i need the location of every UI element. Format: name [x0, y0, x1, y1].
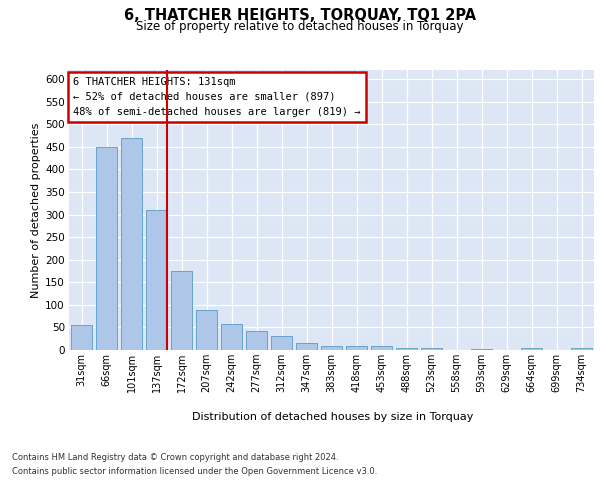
Text: Size of property relative to detached houses in Torquay: Size of property relative to detached ho… — [136, 20, 464, 33]
Text: Contains public sector information licensed under the Open Government Licence v3: Contains public sector information licen… — [12, 468, 377, 476]
Text: Contains HM Land Registry data © Crown copyright and database right 2024.: Contains HM Land Registry data © Crown c… — [12, 452, 338, 462]
Text: 6, THATCHER HEIGHTS, TORQUAY, TQ1 2PA: 6, THATCHER HEIGHTS, TORQUAY, TQ1 2PA — [124, 8, 476, 22]
Bar — [271, 336, 292, 350]
Bar — [346, 346, 367, 350]
Bar — [246, 331, 267, 350]
Bar — [571, 348, 592, 350]
Bar — [121, 138, 142, 350]
Bar — [196, 310, 217, 350]
Bar — [171, 271, 192, 350]
Bar — [396, 348, 417, 350]
Bar — [421, 348, 442, 350]
Bar — [71, 325, 92, 350]
Bar — [96, 147, 117, 350]
Bar — [321, 346, 342, 350]
Text: Distribution of detached houses by size in Torquay: Distribution of detached houses by size … — [193, 412, 473, 422]
Bar — [221, 324, 242, 350]
Y-axis label: Number of detached properties: Number of detached properties — [31, 122, 41, 298]
Bar — [296, 343, 317, 350]
Bar — [146, 210, 167, 350]
Text: 6 THATCHER HEIGHTS: 131sqm
← 52% of detached houses are smaller (897)
48% of sem: 6 THATCHER HEIGHTS: 131sqm ← 52% of deta… — [73, 77, 361, 116]
Bar — [471, 348, 492, 350]
Bar — [521, 348, 542, 350]
Bar — [371, 346, 392, 350]
